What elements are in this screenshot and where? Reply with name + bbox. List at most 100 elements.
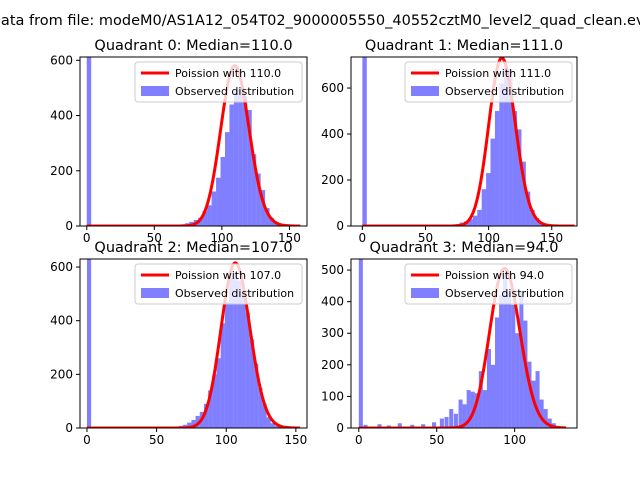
histogram-bar [362, 57, 367, 226]
histogram-bar [535, 371, 540, 428]
histogram-bar [202, 210, 208, 226]
y-tick-label: 300 [321, 326, 344, 340]
legend-histogram-label: Observed distribution [175, 287, 294, 300]
histogram-bar [444, 416, 449, 428]
histogram-bar [517, 129, 522, 226]
y-tick-label: 200 [321, 173, 344, 187]
y-tick-label: 500 [321, 263, 344, 277]
histogram-bar [233, 272, 238, 428]
histogram-bar [523, 320, 528, 428]
x-tick-label: 100 [210, 231, 233, 245]
histogram-bar [512, 111, 518, 226]
histogram-bar [363, 424, 368, 428]
histogram-bar [477, 209, 482, 226]
figure-suptitle: Data from file: modeM0/AS1A12_054T02_900… [0, 13, 640, 29]
x-tick-label: 50 [147, 231, 162, 245]
histogram-bar [220, 323, 225, 428]
histogram-bar [242, 96, 248, 226]
y-tick-label: 200 [50, 367, 73, 381]
y-tick-label: 600 [321, 81, 344, 95]
legend: Poission with 94.0 Observed distribution [404, 263, 573, 305]
histogram-bar [472, 215, 478, 226]
x-tick-label: 50 [418, 231, 433, 245]
subplot-title: Quadrant 3: Median=94.0 [370, 240, 559, 256]
subplot-quadrant-3: 0 50 100 0 100 200 300 400 500 Poission with 94.0… [321, 258, 578, 447]
histogram-bar [515, 333, 520, 428]
histogram-bar [224, 132, 230, 226]
histogram-bar [519, 292, 524, 428]
histogram-bar [482, 390, 487, 428]
histogram-bar [195, 415, 200, 428]
legend-box [134, 61, 303, 103]
histogram-bar [486, 173, 491, 226]
x-tick-label: 150 [540, 231, 563, 245]
legend-poisson-label: Poission with 111.0 [445, 67, 551, 80]
histogram-bar [503, 273, 508, 428]
histogram-bar [198, 217, 203, 226]
axes-frame [79, 56, 308, 227]
histogram-bar [207, 205, 212, 226]
histogram-bar [266, 417, 271, 428]
legend: Poission with 111.0 Observed distribution [404, 61, 573, 103]
histogram-bar [247, 110, 252, 226]
histogram-bar [262, 403, 267, 428]
legend-box [404, 61, 573, 103]
histogram-bar [499, 83, 504, 226]
histogram-bar [86, 57, 92, 226]
y-tick-label: 400 [321, 295, 344, 309]
histogram-bar [527, 361, 532, 428]
legend-box [404, 263, 573, 305]
y-tick-label: 400 [50, 109, 73, 123]
histogram-bar [233, 90, 239, 226]
legend: Poission with 110.0 Observed distribution [134, 61, 303, 103]
y-tick-label: 600 [50, 53, 73, 67]
histogram-bar [462, 404, 467, 428]
plot-area [361, 57, 576, 226]
axes-frame [350, 258, 578, 429]
histogram-bar [410, 424, 415, 428]
histogram-bar [521, 161, 526, 226]
subplot-quadrant-0: 0 50 100 150 0 200 400 600 Poission with 110.0 Ob… [50, 53, 308, 245]
histogram-bar [466, 390, 471, 428]
histogram-bar [449, 409, 454, 428]
histogram-bar [238, 87, 243, 226]
legend-histogram-label: Observed distribution [175, 85, 294, 98]
histogram-bar [220, 156, 225, 226]
subplot-grid: 0 50 100 150 0 200 400 600 Poission with 110.0 Ob… [50, 38, 578, 447]
x-tick-label: 0 [355, 433, 363, 447]
histogram-bar [86, 259, 92, 428]
histogram-bar [237, 280, 242, 428]
y-tick-label: 0 [65, 421, 73, 435]
x-tick-label: 150 [284, 433, 307, 447]
plot-area [85, 57, 302, 226]
histogram-bar [503, 67, 509, 226]
histogram-bar [534, 217, 540, 226]
histogram-bar [490, 138, 495, 226]
legend-poisson-label: Poission with 94.0 [445, 269, 544, 282]
histogram-bar [458, 399, 463, 428]
y-tick-label: 600 [50, 260, 73, 274]
histogram-bar [397, 423, 402, 428]
histogram-bar [256, 173, 261, 226]
histogram-bar [224, 301, 230, 428]
histogram-bar [507, 292, 512, 428]
x-tick-label: 0 [83, 231, 91, 245]
subplot-title: Quadrant 2: Median=107.0 [94, 240, 292, 256]
poisson-curve [358, 266, 567, 428]
histogram-bar [265, 208, 270, 226]
y-tick-label: 0 [336, 219, 344, 233]
histogram-bar [508, 69, 513, 226]
legend-histogram-swatch [411, 288, 439, 298]
histogram-bar [251, 154, 257, 226]
histogram-bar [358, 259, 363, 428]
histogram-bar [245, 312, 250, 428]
y-tick-label: 200 [50, 164, 73, 178]
axes-frame [350, 56, 578, 227]
histogram-bar [203, 403, 209, 428]
histogram-bar [490, 364, 496, 428]
x-tick-label: 100 [477, 231, 500, 245]
histogram-bar [495, 317, 500, 428]
histogram-bar [216, 358, 221, 428]
histogram-bar [530, 209, 535, 226]
